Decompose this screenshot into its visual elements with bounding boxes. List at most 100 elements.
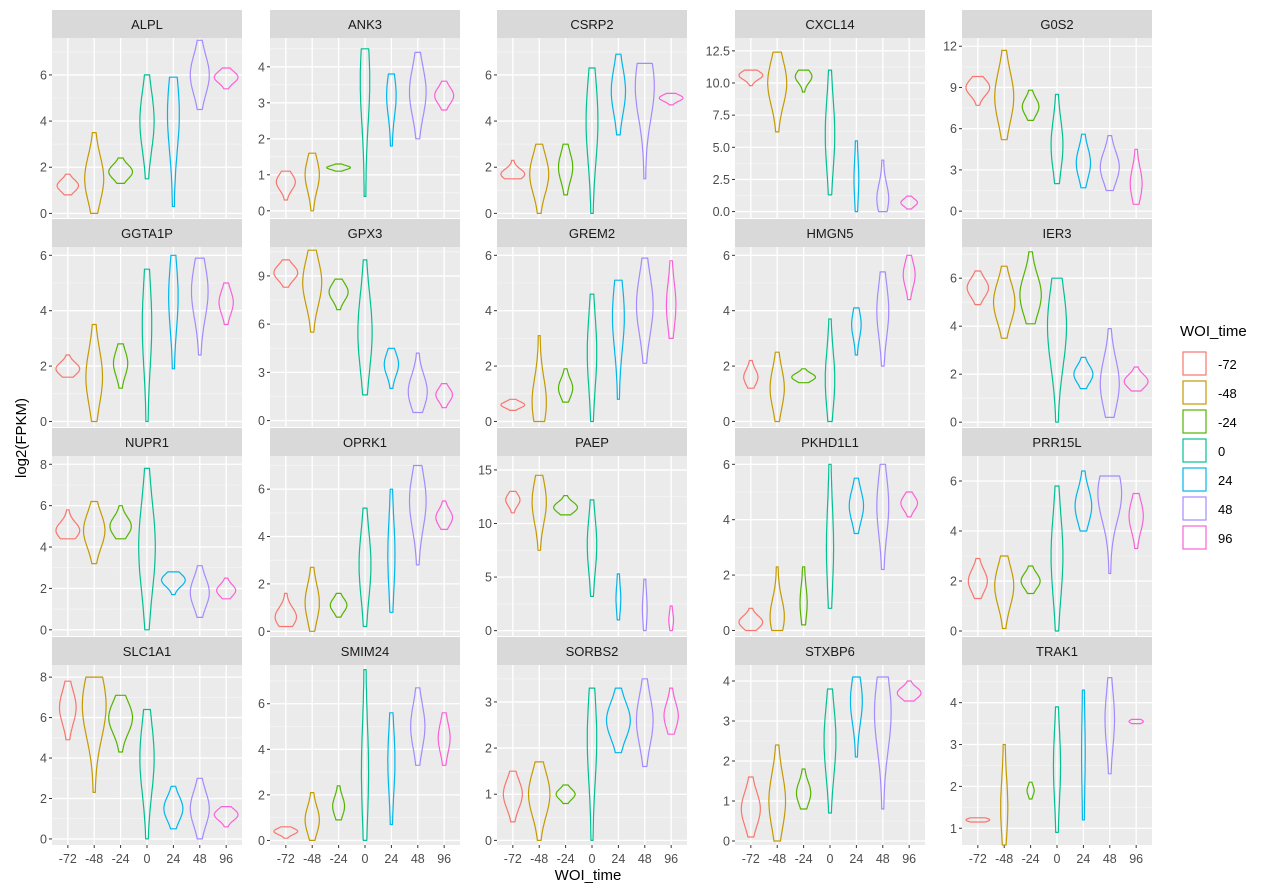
violin-24 bbox=[611, 279, 625, 400]
violin--24 bbox=[557, 368, 574, 403]
y-tick-label: 6 bbox=[258, 697, 265, 711]
panel-g0s2: G0S2 0 3 6 9 12 bbox=[943, 10, 1152, 219]
panel-strip-label: STXBP6 bbox=[805, 644, 855, 659]
y-tick-label: 6 bbox=[723, 458, 730, 472]
violin--72 bbox=[55, 354, 81, 378]
violin--72 bbox=[965, 75, 991, 106]
violin-24 bbox=[848, 477, 865, 535]
y-tick-label: 6 bbox=[950, 122, 957, 136]
y-tick-label: 4 bbox=[485, 304, 492, 318]
violin--24 bbox=[557, 143, 574, 196]
legend-title: WOI_time bbox=[1180, 323, 1247, 340]
y-tick-label: 2 bbox=[258, 132, 265, 146]
panel-oprk1: OPRK1 0 2 4 6 bbox=[258, 428, 460, 639]
panel-strip bbox=[270, 219, 460, 247]
panel-pkhd1l1: PKHD1L1 0 2 4 6 bbox=[723, 428, 925, 638]
y-tick-label: 6 bbox=[485, 68, 492, 82]
y-tick-label: 0 bbox=[485, 207, 492, 221]
violin--48 bbox=[767, 51, 788, 133]
y-tick-label: 7.5 bbox=[713, 109, 730, 123]
x-tick-label: -48 bbox=[303, 852, 321, 866]
violin-0 bbox=[825, 463, 835, 609]
violin-0 bbox=[586, 293, 598, 423]
panel-strip-label: PAEP bbox=[575, 435, 609, 450]
violin-24 bbox=[605, 687, 631, 754]
violin--24 bbox=[1021, 89, 1040, 121]
x-tick-label: -24 bbox=[112, 852, 130, 866]
x-tick-label: -24 bbox=[557, 852, 575, 866]
panel-strip-label: OPRK1 bbox=[343, 435, 387, 450]
violin--24 bbox=[109, 505, 132, 540]
x-tick-label: 0 bbox=[827, 852, 834, 866]
x-tick-label: -48 bbox=[530, 852, 548, 866]
violin-48 bbox=[635, 678, 654, 768]
legend-key--72 bbox=[1182, 351, 1207, 376]
violin--72 bbox=[55, 509, 81, 540]
violin-24 bbox=[386, 73, 397, 147]
x-tick-label: 96 bbox=[664, 852, 678, 866]
x-tick-label: 0 bbox=[362, 852, 369, 866]
violin--48 bbox=[304, 792, 320, 841]
panel-strip bbox=[497, 428, 687, 456]
violin--24 bbox=[1019, 251, 1042, 325]
y-tick-label: 9 bbox=[258, 269, 265, 283]
violin-96 bbox=[437, 712, 451, 766]
violin-0 bbox=[359, 48, 371, 197]
panel-strip-label: ANK3 bbox=[348, 17, 382, 32]
y-tick-label: 4 bbox=[723, 513, 730, 527]
violin-96 bbox=[896, 680, 922, 702]
x-tick-label: 24 bbox=[849, 852, 863, 866]
y-tick-label: 2 bbox=[950, 368, 957, 382]
y-tick-label: 2 bbox=[40, 161, 47, 175]
y-tick-label: 0 bbox=[485, 834, 492, 848]
violin-96 bbox=[900, 491, 919, 518]
y-tick-label: 3 bbox=[950, 738, 957, 752]
violin--48 bbox=[304, 566, 320, 632]
violin-96 bbox=[663, 687, 679, 735]
violin--24 bbox=[553, 495, 579, 516]
panel-grem2: GREM2 0 2 4 6 bbox=[485, 219, 687, 429]
y-tick-label: 4 bbox=[723, 304, 730, 318]
violin-24 bbox=[166, 76, 180, 208]
violin--72 bbox=[743, 359, 759, 389]
panel-hmgn5: HMGN5 0 2 4 6 bbox=[723, 219, 925, 429]
violin-96 bbox=[218, 282, 234, 326]
panel-strip bbox=[962, 10, 1152, 38]
y-tick-label: 8 bbox=[40, 458, 47, 472]
y-tick-label: 1 bbox=[950, 822, 957, 836]
y-tick-label: 4 bbox=[40, 752, 47, 766]
violin-0 bbox=[141, 268, 153, 423]
violin--24 bbox=[795, 768, 812, 810]
y-tick-label: 0 bbox=[40, 623, 47, 637]
x-tick-label: 48 bbox=[193, 852, 207, 866]
y-tick-label: 2.5 bbox=[713, 173, 730, 187]
y-tick-label: 2 bbox=[485, 742, 492, 756]
y-tick-label: 0 bbox=[40, 415, 47, 429]
violin--24 bbox=[328, 278, 349, 311]
y-tick-label: 4 bbox=[950, 320, 957, 334]
violin-48 bbox=[190, 257, 209, 356]
violin-0 bbox=[139, 74, 155, 180]
x-tick-label: -48 bbox=[85, 852, 103, 866]
violin--72 bbox=[738, 607, 764, 632]
x-tick-label: 0 bbox=[1054, 852, 1061, 866]
legend-label: 0 bbox=[1218, 444, 1225, 459]
panel-strip-label: PKHD1L1 bbox=[801, 435, 859, 450]
panel-cxcl14: CXCL14 0.0 2.5 5.0 7.5 10.0 12.5 bbox=[706, 10, 925, 219]
panel-strip bbox=[962, 637, 1152, 665]
violin--48 bbox=[769, 351, 785, 423]
y-tick-label: 5 bbox=[485, 571, 492, 585]
panel-strip-label: HMGN5 bbox=[807, 226, 854, 241]
violin--48 bbox=[302, 249, 323, 333]
y-tick-label: 4 bbox=[950, 696, 957, 710]
y-tick-label: 2 bbox=[950, 780, 957, 794]
violin-96 bbox=[435, 500, 454, 530]
x-tick-label: -72 bbox=[59, 852, 77, 866]
panel-strip bbox=[270, 637, 460, 665]
violin-96 bbox=[216, 577, 237, 600]
panel-strip-label: GGTA1P bbox=[121, 226, 173, 241]
x-tick-label: 48 bbox=[876, 852, 890, 866]
violin-0 bbox=[585, 67, 599, 214]
y-tick-label: 0 bbox=[40, 832, 47, 846]
